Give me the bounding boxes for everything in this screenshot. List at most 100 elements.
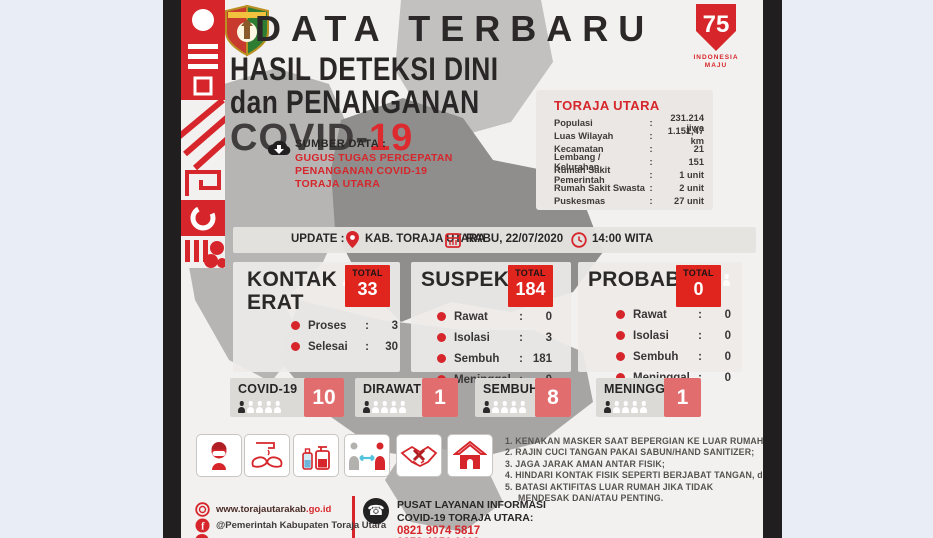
indonesia-maju-75-logo: 75 INDONESIA MAJU (691, 4, 741, 69)
bullet-icon (291, 342, 300, 351)
bullet-icon (616, 373, 625, 382)
website-main: www.torajautarakab (216, 504, 306, 515)
info-label: Populasi (554, 118, 593, 129)
total-badge: TOTAL 0 (676, 265, 721, 307)
colon (646, 183, 656, 193)
info-value: 231.214 jiwa (670, 113, 704, 134)
globe-icon (195, 502, 210, 517)
social-icon-partial (195, 534, 209, 538)
panel-title-line2: ERAT (247, 291, 304, 314)
colon (695, 351, 705, 363)
source-line: TORAJA UTARA (295, 178, 381, 190)
stat-value: 8 (535, 378, 571, 417)
panel-row: Rawat 0 (437, 306, 552, 327)
stat-label: SEMBUH (483, 382, 539, 396)
row-label: Sembuh (454, 352, 500, 365)
info-row: Lembang / Kelurahan 151 (554, 152, 704, 172)
info-row: Luas Wilayah 1.151,47 km (554, 126, 704, 146)
colon (695, 330, 705, 342)
logo-caption: INDONESIA MAJU (693, 54, 739, 69)
info-row: Puskesmas 27 unit (554, 194, 704, 207)
colon (646, 118, 656, 128)
row-value: 181 (532, 352, 552, 365)
total-badge: TOTAL 184 (508, 265, 553, 307)
subtitle-covid19: COVID-19 (230, 117, 413, 160)
row-value: 0 (545, 310, 552, 323)
panel-title-line1: SUSPEK (421, 268, 510, 291)
panel-row: Rawat 0 (616, 304, 731, 325)
hand-sanitizer-icon (293, 434, 339, 477)
row-value: 30 (385, 340, 398, 353)
region-info-box: TORAJA UTARA Populasi 231.214 jiwa Luas W… (536, 90, 713, 210)
bullet-icon (616, 352, 625, 361)
info-label: Rumah Sakit Swasta (554, 182, 645, 193)
panel-row: Selesai 30 (291, 336, 398, 357)
colon (646, 157, 656, 167)
info-row: Populasi 231.214 jiwa (554, 113, 704, 133)
guideline-item: 1. KENAKAN MASKER SAAT BEPERGIAN KE LUAR… (505, 436, 763, 446)
footer-divider (352, 496, 355, 538)
people-icon (363, 401, 406, 413)
info-value: 151 (688, 157, 704, 168)
svg-text:75: 75 (703, 11, 730, 38)
phone-icon: ☎ (363, 498, 389, 524)
website-link: www.torajautarakab.go.id (216, 504, 331, 515)
phone-number-2: 0853 4251 6118 (397, 537, 480, 538)
colon (646, 144, 656, 154)
total-label: TOTAL (515, 268, 546, 278)
people-icon (604, 401, 647, 413)
people-icon (238, 401, 281, 413)
colon (695, 309, 705, 321)
row-value: 0 (724, 308, 731, 321)
region-info-title: TORAJA UTARA (554, 98, 660, 113)
panel-row: Isolasi 0 (616, 325, 731, 346)
guideline-item: 2. RAJIN CUCI TANGAN PAKAI SABUN/HAND SA… (505, 447, 755, 458)
stat-label: MENINGGAL (604, 382, 683, 396)
row-value: 3 (391, 319, 398, 332)
stat-covid19: COVID-19 10 (230, 378, 344, 417)
contact-title-line1: PUSAT LAYANAN INFORMASI (397, 499, 546, 511)
bullet-icon (437, 354, 446, 363)
stat-meninggal: MENINGGAL 1 (596, 378, 701, 417)
toraja-pattern-strip (181, 0, 238, 273)
row-label: Isolasi (633, 329, 669, 342)
update-time: 14:00 WITA (592, 233, 654, 245)
update-date: RABU, 22/07/2020 (466, 233, 564, 245)
row-value: 3 (545, 331, 552, 344)
update-label: UPDATE : (291, 233, 345, 245)
row-value: 0 (724, 371, 731, 384)
source-line: GUGUS TUGAS PERCEPATAN (295, 152, 453, 164)
stay-at-home-icon (447, 434, 493, 477)
total-label: TOTAL (352, 268, 383, 278)
subtitle-line-1: HASIL DETEKSI DINI (230, 52, 499, 88)
total-label: TOTAL (683, 268, 714, 278)
location-pin-icon (346, 231, 359, 248)
panel-row: Sembuh 0 (616, 346, 731, 367)
cloud-download-icon (263, 138, 291, 165)
panel-row: Sembuh 181 (437, 348, 552, 369)
info-label: Lembang / Kelurahan (554, 152, 601, 173)
total-badge: TOTAL 33 (345, 265, 390, 307)
row-value: 0 (724, 350, 731, 363)
row-label: Isolasi (454, 331, 490, 344)
row-label: Proses (308, 319, 347, 332)
colon (516, 353, 526, 365)
guideline-item: 5. BATASI AKTIFITAS LUAR RUMAH JIKA TIDA… (505, 481, 714, 504)
guideline-item: 3. JAGA JARAK AMAN ANTAR FISIK; (505, 458, 665, 469)
info-row: Rumah Sakit Pemerintah 1 unit (554, 165, 704, 185)
right-black-bar (763, 0, 782, 538)
colon (646, 131, 656, 141)
panel-probable: PROBABLE TOTAL 0 Rawat0 Isolasi0 Sembuh0… (578, 262, 742, 384)
colon (646, 196, 656, 206)
colon (516, 332, 526, 344)
panel-row: Isolasi 3 (437, 327, 552, 348)
info-label: Puskesmas (554, 195, 606, 206)
bullet-icon (291, 321, 300, 330)
info-value: 1 unit (679, 170, 704, 180)
row-value: 0 (724, 329, 731, 342)
info-label: Kecamatan (554, 144, 604, 155)
bullet-icon (437, 333, 446, 342)
physical-distance-icon (344, 434, 390, 477)
colon (362, 320, 372, 332)
website-suffix: .go.id (305, 504, 332, 515)
